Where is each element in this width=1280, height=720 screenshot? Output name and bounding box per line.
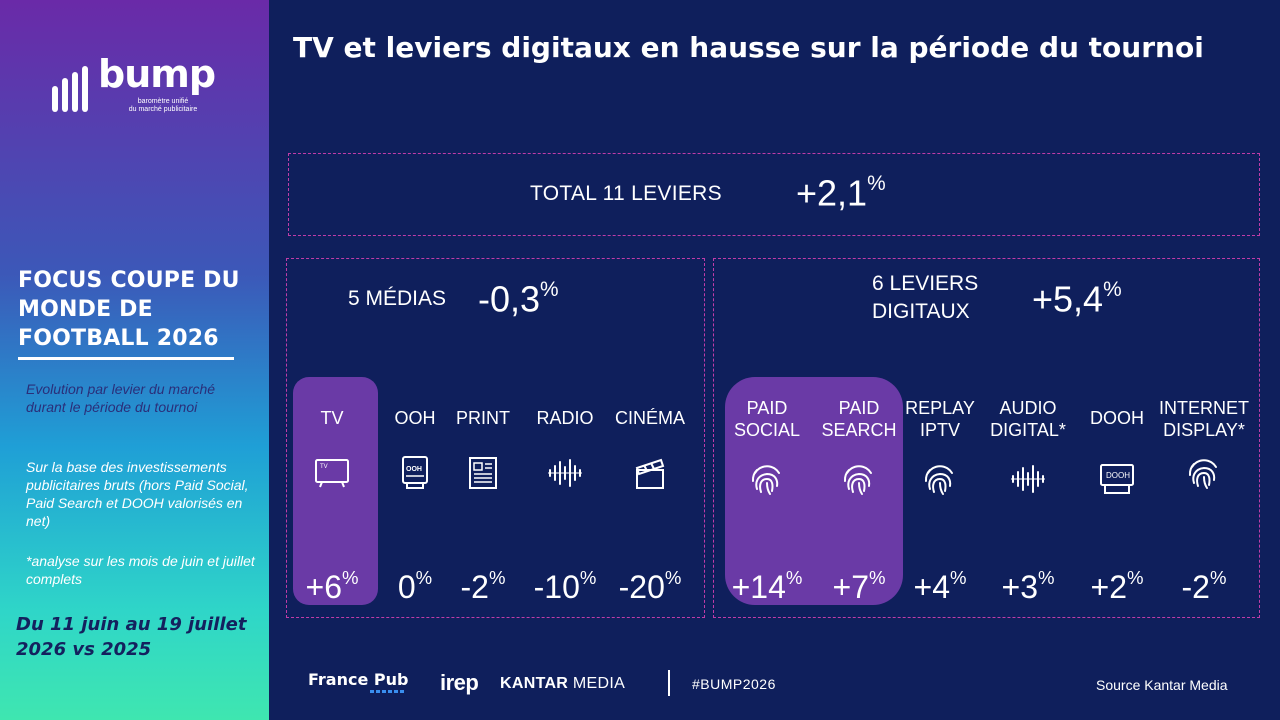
digital-label: 6 LEVIERS DIGITAUX [872, 272, 979, 323]
bump-bars-icon [50, 66, 98, 112]
category-name: DOOH [1090, 408, 1144, 428]
focus-title: FOCUS COUPE DU MONDE DE FOOTBALL 2026 [18, 268, 240, 351]
kantar-media-logo: KANTAR MEDIA [500, 675, 626, 692]
tv-highlight [293, 377, 378, 605]
svg-text:DOOH: DOOH [1106, 471, 1130, 480]
source-text: Source Kantar Media [1096, 677, 1228, 693]
category-name: REPLAY IPTV [905, 398, 975, 440]
medias-label: 5 MÉDIAS [348, 287, 447, 310]
category-value: +4% [913, 567, 967, 605]
category-value: -10% [533, 567, 597, 605]
dooh-screen-icon: DOOH [1100, 464, 1134, 494]
svg-text:OOH: OOH [406, 466, 422, 473]
category-name: PAID SEARCH [821, 398, 897, 440]
category-name: CINÉMA [614, 408, 685, 428]
category-value: +2% [1090, 567, 1144, 605]
category-value: -2% [460, 567, 506, 605]
fingerprint-icon [843, 465, 872, 495]
tv-icon: TV [315, 459, 349, 488]
note-analysis: *analyse sur les mois de juin et juillet… [26, 553, 255, 587]
logo-word: bump [98, 52, 216, 96]
page-title: TV et leviers digitaux en hausse sur la … [293, 31, 1204, 64]
ooh-panel-icon: OOH [402, 456, 428, 489]
newspaper-icon [469, 457, 497, 489]
category-value: +3% [1001, 567, 1055, 605]
category-value: -2% [1181, 567, 1227, 605]
irep-logo: irep [440, 670, 479, 695]
category-name: TV [320, 408, 344, 428]
note-evolution: Evolution par levier du marché durant le… [26, 381, 216, 415]
sidebar: bump baromètre unifié du marché publicit… [0, 0, 269, 720]
category-name: OOH [394, 408, 436, 428]
france-pub-dots [370, 690, 406, 693]
category-value: +7% [832, 567, 886, 605]
medias-value: -0,3% [478, 278, 559, 320]
medias-box [286, 258, 705, 618]
hashtag: #BUMP2026 [692, 676, 776, 692]
fingerprint-icon [1188, 459, 1217, 489]
category-name: PAID SOCIAL [733, 398, 801, 440]
total-box [288, 153, 1260, 236]
note-methodology: Sur la base des investissements publicit… [26, 459, 249, 529]
category-name: RADIO [536, 408, 594, 428]
total-value: +2,1% [796, 172, 886, 214]
category-name: INTERNET DISPLAY* [1159, 398, 1249, 440]
digital-box [713, 258, 1260, 618]
digital-value: +5,4% [1032, 278, 1122, 320]
audio-wave-icon [1011, 465, 1045, 493]
audio-wave-icon [548, 459, 582, 487]
total-label: TOTAL 11 LEVIERS [530, 182, 722, 205]
category-value: 0% [397, 567, 433, 605]
category-value: +14% [731, 567, 803, 605]
fingerprint-icon [924, 465, 953, 495]
category-value: +6% [305, 567, 359, 605]
category-value: -20% [618, 567, 682, 605]
period-dates: Du 11 juin au 19 juillet 2026 vs 2025 [16, 614, 247, 660]
bump-logo: bump baromètre unifié du marché publicit… [50, 52, 225, 118]
category-name: AUDIO DIGITAL* [990, 398, 1066, 440]
focus-underline [18, 357, 234, 360]
clapperboard-icon [635, 458, 665, 489]
footer-divider [668, 670, 670, 696]
logo-subtitle: baromètre unifié du marché publicitaire [128, 98, 198, 113]
paid-highlight [725, 377, 903, 605]
category-name: PRINT [456, 408, 510, 428]
france-pub-logo: France Pub [308, 670, 409, 689]
fingerprint-icon [751, 465, 780, 495]
svg-text:TV: TV [320, 464, 328, 470]
